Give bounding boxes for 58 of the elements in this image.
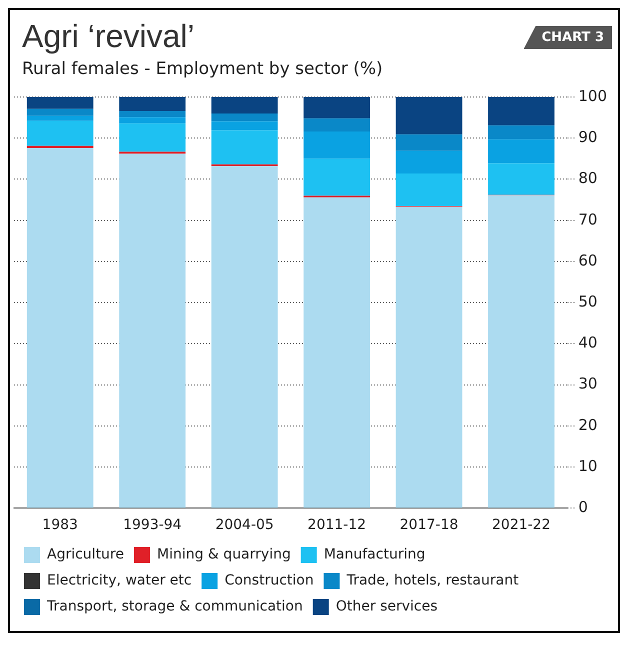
bar <box>304 97 370 118</box>
y-tick-label: 90 <box>578 128 598 146</box>
x-tick-label: 2004-05 <box>215 517 274 534</box>
y-tick-label: 30 <box>578 374 598 393</box>
legend-label: Agriculture <box>47 546 124 563</box>
legend-label: Electricity, water etc <box>47 572 192 589</box>
x-tick-label: 1993-94 <box>123 517 182 534</box>
x-tick-label: 2021-22 <box>492 517 551 534</box>
bar <box>488 163 554 195</box>
bar <box>119 117 186 124</box>
bar <box>211 121 278 130</box>
x-tick-label: 1983 <box>42 517 78 534</box>
bar <box>488 97 554 126</box>
bar <box>396 150 462 174</box>
bar <box>304 118 370 132</box>
y-tick-label: 80 <box>578 169 598 188</box>
bar <box>304 197 370 508</box>
bar <box>488 125 554 140</box>
legend-label: Mining & quarrying <box>156 546 291 563</box>
y-tick-label: 50 <box>578 292 598 310</box>
bar <box>304 158 370 196</box>
bar <box>119 154 186 508</box>
chart-title: Agri ‘revival’ <box>22 18 194 55</box>
bar <box>396 134 462 151</box>
legend-label: Other services <box>336 598 438 615</box>
caption: CHART 3 <box>524 26 612 49</box>
bar <box>396 97 462 134</box>
bar <box>26 116 94 121</box>
chart-subtitle: Rural females - Employment by sector (%) <box>21 58 384 81</box>
y-tick-label: 100 <box>578 86 608 105</box>
legend-label: Trade, hotels, restaurant <box>346 572 520 589</box>
bar <box>26 120 94 146</box>
bar <box>488 195 554 508</box>
bar <box>119 123 186 152</box>
bar <box>211 97 278 114</box>
bar <box>211 113 278 122</box>
bar <box>119 110 186 118</box>
x-tick-label: 2017-18 <box>400 517 458 534</box>
y-tick-label: 60 <box>578 251 598 270</box>
bar <box>304 132 370 159</box>
x-tick-label: 2011-12 <box>308 517 366 534</box>
bar <box>211 130 278 164</box>
bar <box>396 173 462 206</box>
bar <box>26 97 94 109</box>
legend-label: Construction <box>224 572 314 589</box>
bar <box>119 97 186 111</box>
legend-label: Manufacturing <box>324 546 426 563</box>
bar <box>488 139 554 164</box>
y-tick-label: 0 <box>578 498 588 516</box>
y-tick-label: 20 <box>578 416 598 434</box>
y-tick-label: 70 <box>578 210 598 228</box>
y-tick-label: 40 <box>578 334 598 352</box>
legend-label: Transport, storage & communication <box>46 598 303 615</box>
y-tick-label: 10 <box>578 456 598 475</box>
bar <box>26 108 94 116</box>
bar <box>211 166 278 508</box>
bar <box>396 206 462 508</box>
bar <box>26 148 94 508</box>
